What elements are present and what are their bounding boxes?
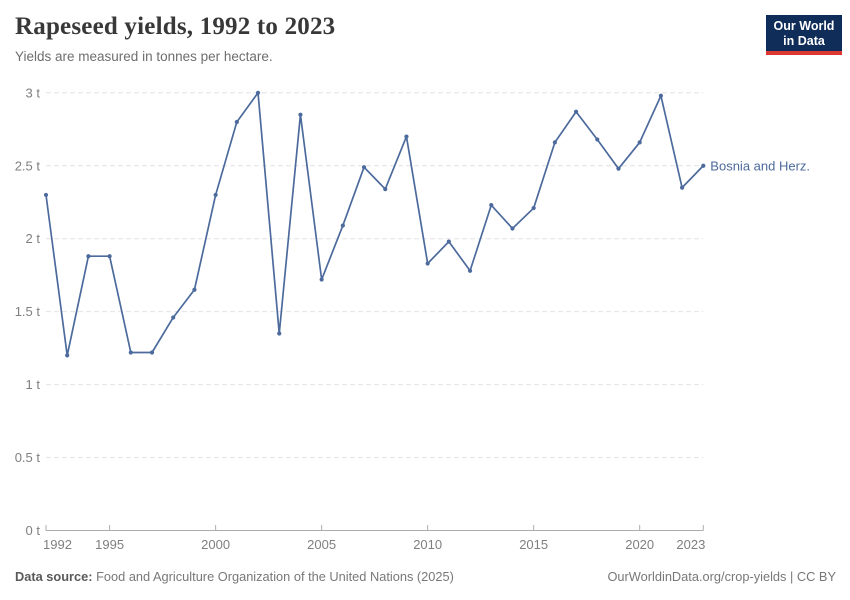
data-point [86,254,91,259]
data-point [128,350,133,355]
data-source-text: Food and Agriculture Organization of the… [96,569,454,584]
data-point [192,287,197,292]
y-tick-label: 0.5 t [15,450,41,465]
data-point [679,185,685,190]
y-tick-label: 0 t [26,523,41,538]
data-point [319,277,324,282]
data-point [383,186,388,192]
data-point [171,315,176,320]
y-tick-label: 1 t [26,377,41,392]
data-point [701,163,706,168]
data-point [234,119,239,125]
data-point [340,223,345,228]
x-tick-label: 2005 [307,537,336,552]
data-point [255,90,261,95]
x-tick-label: 2015 [519,537,548,552]
data-point [65,353,70,358]
data-point [361,165,367,170]
data-point [43,192,49,198]
data-point [637,140,642,145]
data-point [446,239,451,244]
data-source: Data source: Food and Agriculture Organi… [15,569,454,584]
chart-subtitle: Yields are measured in tonnes per hectar… [15,49,273,64]
data-point [425,261,430,266]
y-tick-label: 3 t [26,85,41,100]
data-point [298,112,303,117]
data-point [658,93,663,98]
data-point [489,203,494,208]
data-line-bosnia-and-herz[interactable] [45,91,705,357]
x-tick-label: 2020 [625,537,654,552]
data-point [107,254,112,259]
y-tick-label: 2.5 t [15,158,41,173]
series-label-bosnia-and-herz[interactable]: Bosnia and Herz. [710,158,810,173]
y-tick-label: 2 t [26,231,41,246]
x-tick-label: 1995 [95,537,124,552]
data-point [573,109,579,114]
x-tick-label: 1992 [43,537,72,552]
data-point [595,137,600,142]
footer-link[interactable]: OurWorldinData.org/crop-yields | CC BY [607,569,836,584]
data-point [552,140,557,145]
x-tick-label: 2010 [413,537,442,552]
data-point [277,331,282,336]
owid-logo-text-1: Our World [773,19,835,33]
x-tick-label: 2023 [676,537,705,552]
y-tick-label: 1.5 t [15,304,41,319]
data-point [467,268,473,273]
data-point [616,166,621,171]
owid-logo[interactable]: Our World in Data [766,15,842,55]
x-tick-label: 2000 [201,537,230,552]
page-title: Rapeseed yields, 1992 to 2023 [15,13,336,40]
data-point [531,205,536,211]
data-point [149,350,155,355]
data-point [213,192,218,198]
data-point [404,134,409,139]
data-point [510,226,515,231]
data-source-label: Data source: [15,569,93,584]
owid-logo-text-2: in Data [783,33,825,48]
